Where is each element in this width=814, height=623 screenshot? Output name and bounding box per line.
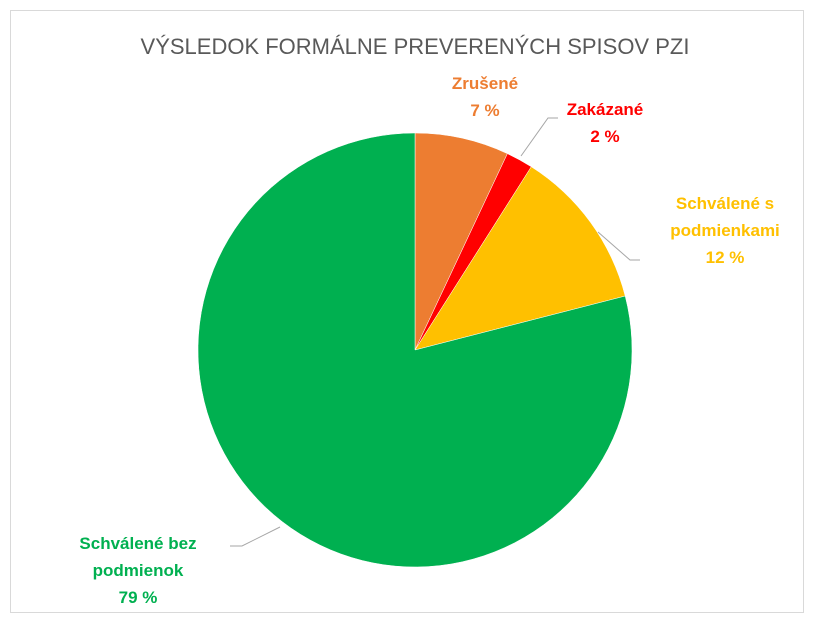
leader-line xyxy=(597,231,640,261)
category-label: Zakázané xyxy=(566,100,644,119)
category-label: Schválené bez podmienok xyxy=(79,534,197,580)
data-label: Schválené s podmienkami 12 % xyxy=(630,190,814,271)
leader-line xyxy=(230,526,281,547)
data-label: Zrušené 7 % xyxy=(425,70,545,124)
pie-slice xyxy=(197,132,633,568)
data-label: Zakázané 2 % xyxy=(545,96,665,150)
chart-title: VÝSLEDOK FORMÁLNE PREVERENÝCH SPISOV PZI xyxy=(141,34,690,59)
value-label: 7 % xyxy=(470,101,500,120)
pie-slice xyxy=(414,166,626,351)
leader-line xyxy=(520,117,558,157)
value-label: 79 % xyxy=(118,588,158,607)
value-label: 2 % xyxy=(590,127,620,146)
value-label: 12 % xyxy=(705,248,745,267)
category-label: Schválené s podmienkami xyxy=(670,194,780,240)
data-label: Schválené bez podmienok 79 % xyxy=(60,530,216,611)
category-label: Zrušené xyxy=(451,74,519,93)
